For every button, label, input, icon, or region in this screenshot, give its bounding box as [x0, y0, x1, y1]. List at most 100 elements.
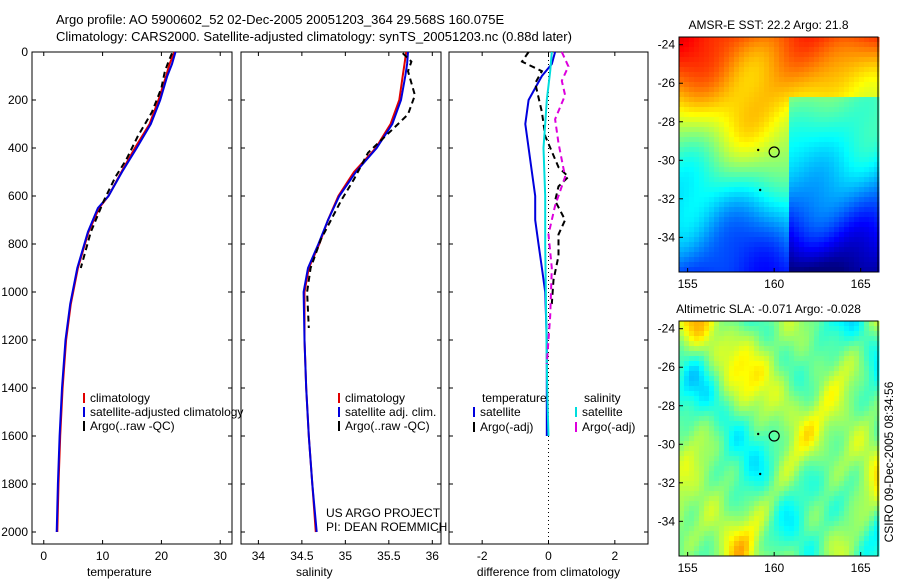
heatmap-cell	[684, 42, 690, 48]
heatmap-cell	[754, 426, 760, 432]
heatmap-cell	[834, 331, 840, 337]
heatmap-cell	[714, 516, 720, 522]
heatmap-cell	[714, 52, 720, 58]
heatmap-cell	[699, 47, 705, 53]
heatmap-cell	[759, 421, 765, 427]
heatmap-cell	[799, 117, 805, 123]
heatmap-cell	[709, 62, 715, 68]
heatmap-cell	[709, 346, 715, 352]
heatmap-cell	[809, 232, 815, 238]
heatmap-cell	[704, 536, 710, 542]
heatmap-cell	[819, 147, 825, 153]
heatmap-cell	[859, 426, 865, 432]
heatmap-cell	[699, 92, 705, 98]
heatmap-cell	[779, 456, 785, 462]
heatmap-cell	[874, 132, 880, 138]
heatmap-cell	[799, 366, 805, 372]
heatmap-cell	[839, 551, 845, 557]
heatmap-cell	[684, 421, 690, 427]
heatmap-cell	[804, 521, 810, 527]
heatmap-cell	[779, 421, 785, 427]
heatmap-cell	[789, 351, 795, 357]
heatmap-cell	[739, 122, 745, 128]
heatmap-cell	[779, 381, 785, 387]
heatmap-cell	[854, 142, 860, 148]
heatmap-cell	[824, 157, 830, 163]
heatmap-cell	[809, 326, 815, 332]
heatmap-cell	[759, 346, 765, 352]
heatmap-cell	[704, 426, 710, 432]
heatmap-cell	[719, 222, 725, 228]
heatmap-cell	[874, 87, 880, 93]
heatmap-cell	[869, 526, 875, 532]
heatmap-cell	[824, 127, 830, 133]
heatmap-cell	[734, 117, 740, 123]
heatmap-cell	[864, 252, 870, 258]
heatmap-cell	[754, 187, 760, 193]
heatmap-cell	[784, 212, 790, 218]
heatmap-cell	[849, 67, 855, 73]
heatmap-cell	[749, 52, 755, 58]
heatmap-cell	[719, 102, 725, 108]
heatmap-cell	[784, 62, 790, 68]
heatmap-cell	[864, 72, 870, 78]
heatmap-cell	[789, 67, 795, 73]
heatmap-cell	[714, 227, 720, 233]
heatmap-cell	[789, 142, 795, 148]
heatmap-cell	[744, 47, 750, 53]
heatmap-cell	[734, 202, 740, 208]
heatmap-cell	[764, 381, 770, 387]
heatmap-cell	[699, 127, 705, 133]
heatmap-cell	[874, 361, 880, 367]
heatmap-cell	[809, 461, 815, 467]
heatmap-cell	[869, 546, 875, 552]
heatmap-cell	[854, 371, 860, 377]
heatmap-cell	[809, 511, 815, 517]
heatmap-cell	[864, 197, 870, 203]
heatmap-cell	[799, 102, 805, 108]
heatmap-cell	[709, 92, 715, 98]
heatmap-cell	[754, 97, 760, 103]
heatmap-cell	[719, 456, 725, 462]
heatmap-cell	[699, 391, 705, 397]
heatmap-cell	[824, 237, 830, 243]
heatmap-cell	[694, 331, 700, 337]
heatmap-cell	[864, 237, 870, 243]
heatmap-cell	[809, 147, 815, 153]
heatmap-cell	[714, 396, 720, 402]
heatmap-cell	[874, 77, 880, 83]
heatmap-cell	[819, 82, 825, 88]
heatmap-cell	[799, 376, 805, 382]
heatmap-cell	[814, 541, 820, 547]
heatmap-cell	[714, 336, 720, 342]
heatmap-cell	[814, 167, 820, 173]
heatmap-cell	[869, 331, 875, 337]
heatmap-cell	[844, 461, 850, 467]
heatmap-cell	[819, 361, 825, 367]
heatmap-cell	[694, 491, 700, 497]
heatmap-cell	[824, 516, 830, 522]
heatmap-cell	[769, 486, 775, 492]
heatmap-cell	[689, 326, 695, 332]
heatmap-cell	[729, 496, 735, 502]
heatmap-cell	[774, 182, 780, 188]
heatmap-cell	[724, 177, 730, 183]
heatmap-cell	[829, 37, 835, 43]
heatmap-cell	[854, 247, 860, 253]
heatmap-cell	[844, 182, 850, 188]
heatmap-cell	[759, 207, 765, 213]
heatmap-cell	[794, 466, 800, 472]
heatmap-cell	[834, 127, 840, 133]
heatmap-cell	[769, 446, 775, 452]
heatmap-cell	[744, 207, 750, 213]
heatmap-cell	[854, 107, 860, 113]
heatmap-cell	[859, 132, 865, 138]
heatmap-cell	[819, 62, 825, 68]
heatmap-cell	[844, 167, 850, 173]
heatmap-cell	[874, 182, 880, 188]
heatmap-cell	[729, 511, 735, 517]
heatmap-cell	[769, 62, 775, 68]
heatmap-cell	[694, 37, 700, 43]
heatmap-cell	[779, 356, 785, 362]
